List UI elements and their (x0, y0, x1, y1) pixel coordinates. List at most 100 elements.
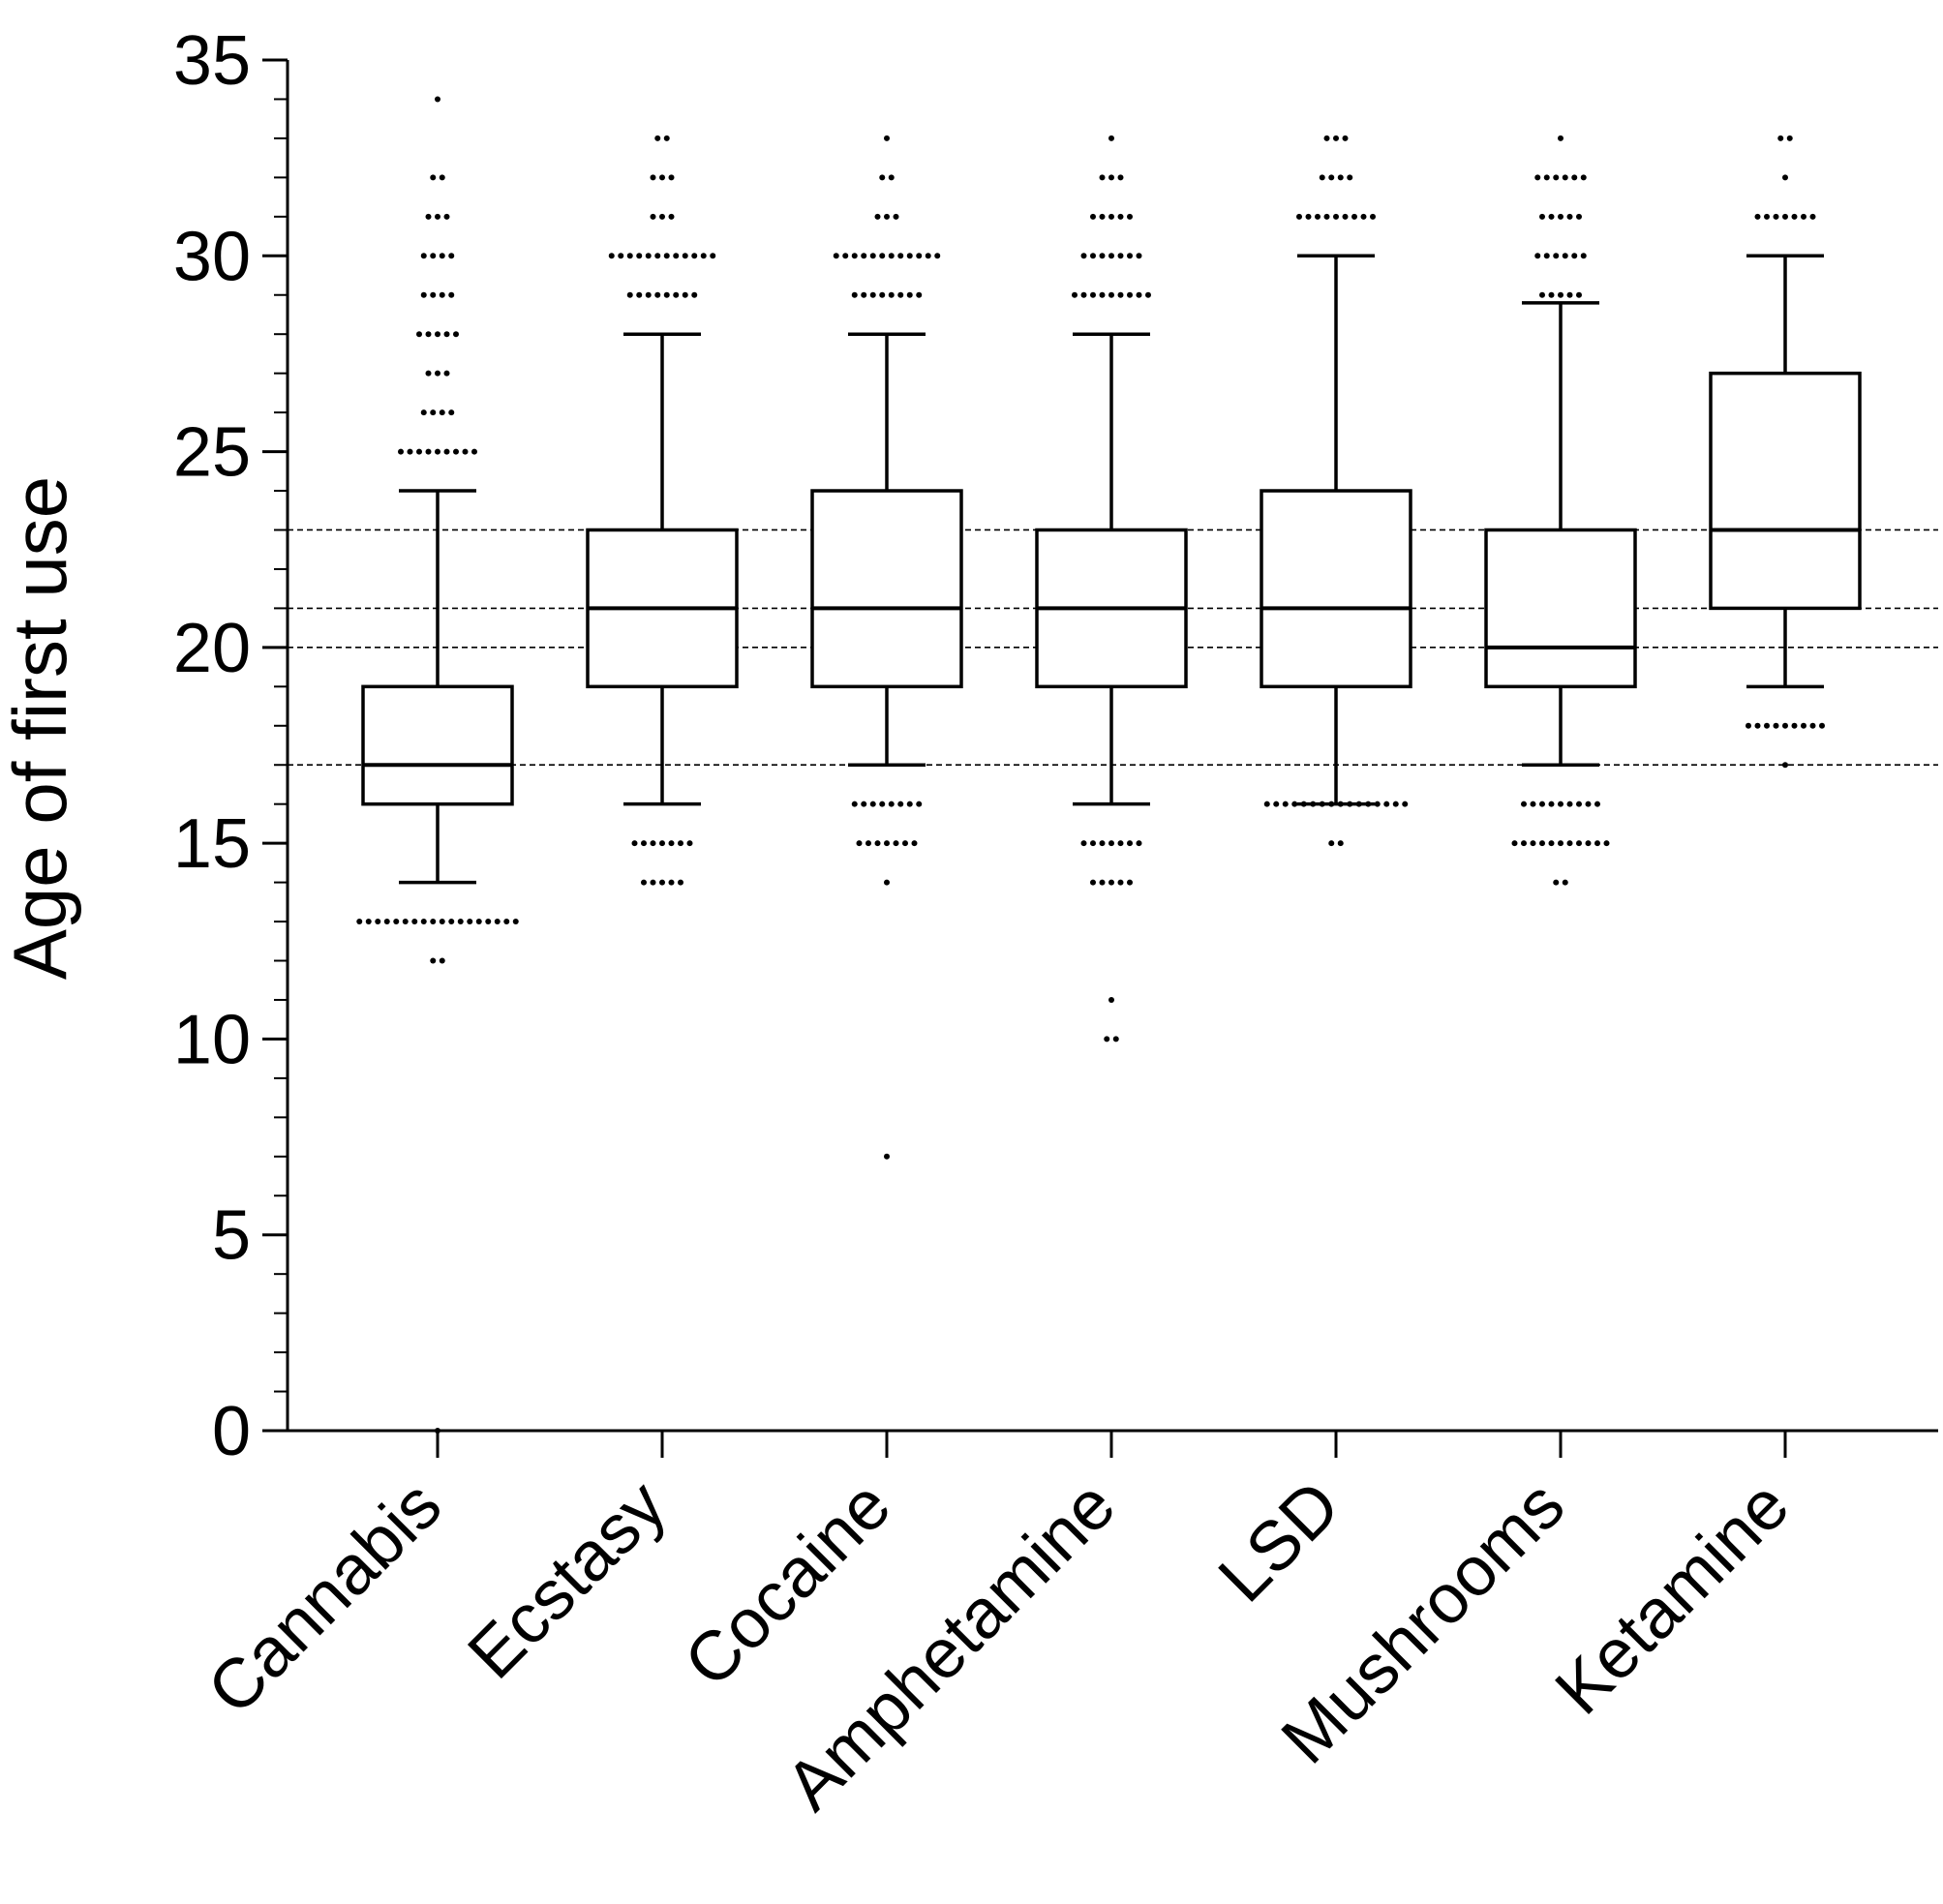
outlier-point (916, 253, 923, 259)
outlier-point (448, 291, 455, 298)
outlier-point (897, 291, 904, 298)
outlier-point (869, 801, 876, 807)
outlier-point (884, 1153, 890, 1160)
outlier-point (884, 879, 890, 886)
outlier-point (1342, 213, 1349, 220)
outlier-point (471, 448, 477, 455)
outlier-point (1754, 213, 1761, 220)
outlier-point (1090, 253, 1096, 259)
outlier-point (1136, 291, 1142, 298)
outlier-point (833, 253, 839, 259)
box-series (356, 96, 1862, 1434)
interquartile-box (810, 489, 963, 689)
outlier-point (1594, 801, 1600, 807)
outlier-point (1773, 722, 1779, 729)
outlier-point (851, 291, 858, 298)
outlier-point (1090, 879, 1096, 886)
outlier-point (503, 919, 510, 925)
outlier-point (659, 174, 665, 181)
outlier-point (851, 801, 858, 807)
outlier-point (425, 448, 432, 455)
outlier-point (430, 174, 437, 181)
outlier-point (435, 370, 440, 377)
outlier-point (1328, 840, 1335, 847)
outlier-point (430, 253, 437, 259)
outlier-point (1337, 801, 1344, 807)
outlier-point (879, 253, 886, 259)
outlier-point (1576, 213, 1582, 220)
outlier-point (1099, 253, 1106, 259)
outlier-point (1296, 213, 1302, 220)
outlier-point (1136, 253, 1142, 259)
outlier-point (678, 879, 683, 886)
outlier-point (1521, 840, 1527, 847)
outlier-point (1791, 213, 1798, 220)
outlier-point (485, 919, 492, 925)
y-tick-label: 15 (173, 805, 251, 883)
outlier-point (1108, 253, 1114, 259)
outlier-point (1333, 213, 1339, 220)
outlier-point (668, 840, 675, 847)
outlier-point (1127, 213, 1133, 220)
outlier-point (636, 253, 643, 259)
outlier-point (457, 919, 464, 925)
outlier-point (645, 291, 652, 298)
outlier-point (402, 919, 409, 925)
outlier-point (1355, 801, 1362, 807)
outlier-point (1539, 213, 1545, 220)
x-category-label: Ecstasy (453, 1466, 681, 1694)
outlier-point (1773, 213, 1779, 220)
outlier-point (398, 448, 404, 455)
outlier-point (1553, 879, 1560, 886)
outlier-point (861, 801, 867, 807)
outlier-point (475, 919, 482, 925)
outlier-point (1754, 722, 1761, 729)
outlier-point (1072, 291, 1078, 298)
outlier-point (1117, 840, 1124, 847)
outlier-point (1323, 213, 1330, 220)
outlier-point (1080, 253, 1087, 259)
outlier-point (682, 291, 688, 298)
outlier-point (865, 840, 871, 847)
outlier-point (1127, 879, 1133, 886)
outlier-point (443, 331, 450, 338)
interquartile-box (1260, 489, 1412, 689)
outlier-point (1117, 213, 1124, 220)
outlier-point (435, 331, 440, 338)
outlier-point (1530, 840, 1536, 847)
outlier-point (1543, 253, 1550, 259)
x-category-label: Cannabis (194, 1466, 457, 1730)
outlier-point (869, 253, 876, 259)
outlier-point (1090, 291, 1096, 298)
y-tick-label: 20 (173, 610, 251, 687)
outlier-point (430, 919, 437, 925)
outlier-point (439, 957, 445, 964)
y-tick-label: 5 (212, 1197, 251, 1275)
outlier-point (439, 409, 445, 416)
outlier-point (453, 331, 459, 338)
interquartile-box (1484, 528, 1637, 689)
outlier-point (1782, 762, 1788, 769)
outlier-point (512, 919, 519, 925)
outlier-point (1319, 801, 1325, 807)
outlier-point (1145, 291, 1151, 298)
outlier-point (1534, 174, 1541, 181)
outlier-point (650, 879, 656, 886)
outlier-point (608, 253, 615, 259)
outlier-point (691, 253, 698, 259)
outlier-point (879, 801, 886, 807)
outlier-point (916, 291, 923, 298)
outlier-point (1603, 840, 1610, 847)
outlier-point (435, 1428, 440, 1434)
y-tick-label: 35 (173, 22, 251, 100)
outlier-point (1566, 840, 1573, 847)
outlier-point (663, 135, 670, 141)
outlier-point (1562, 253, 1568, 259)
outlier-point (439, 919, 445, 925)
outlier-point (467, 919, 473, 925)
outlier-point (1521, 801, 1527, 807)
x-category-label: LSD (1204, 1466, 1355, 1617)
outlier-point (393, 919, 400, 925)
outlier-point (1383, 801, 1390, 807)
outlier-point (1786, 135, 1793, 141)
